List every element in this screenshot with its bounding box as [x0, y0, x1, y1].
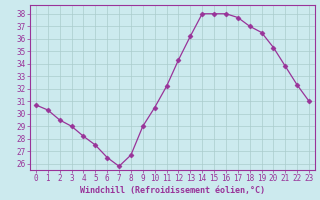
X-axis label: Windchill (Refroidissement éolien,°C): Windchill (Refroidissement éolien,°C) — [80, 186, 265, 195]
